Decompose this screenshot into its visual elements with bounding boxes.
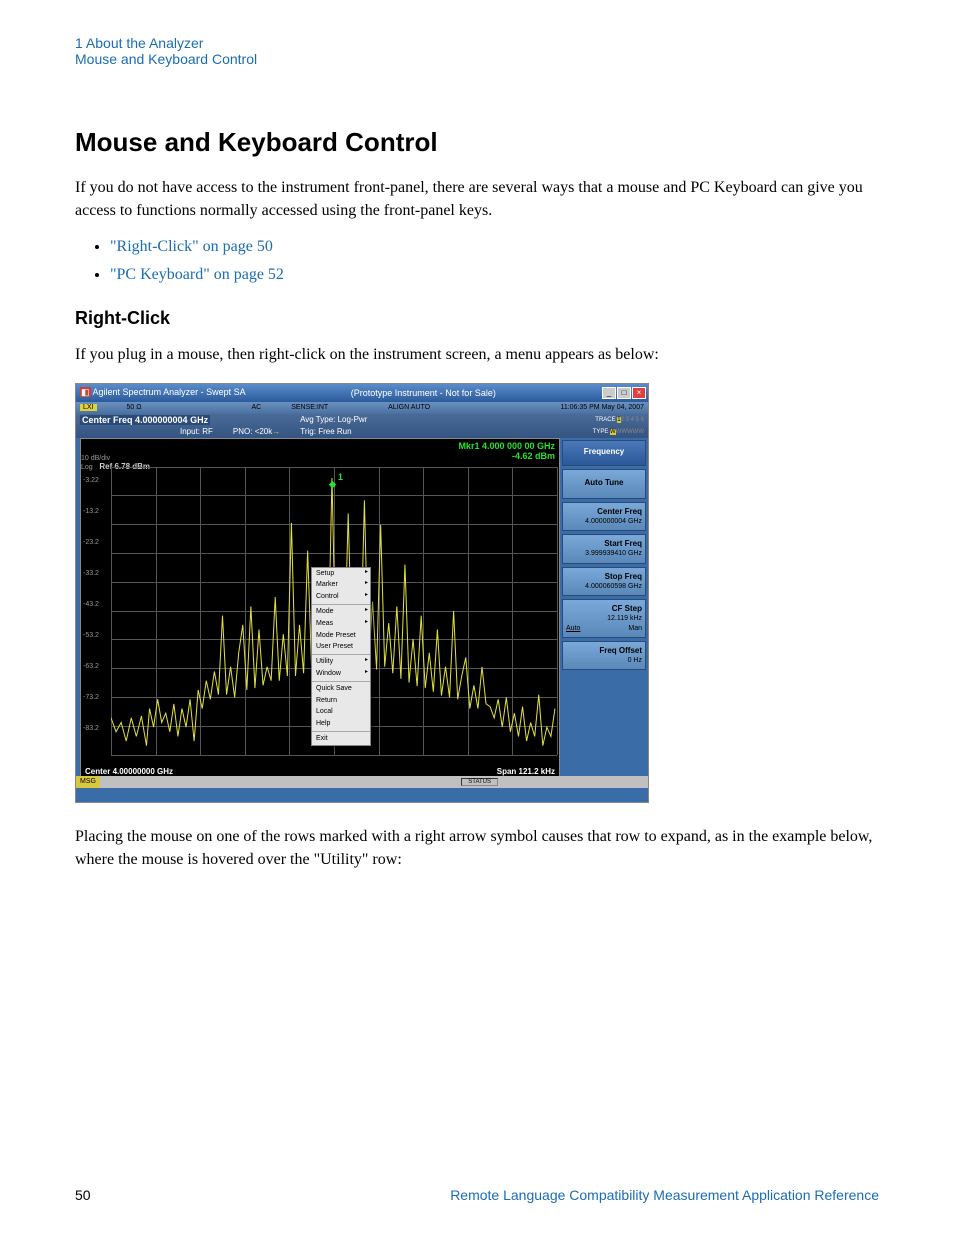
body-paragraph-3: Placing the mouse on one of the rows mar… <box>75 825 879 871</box>
link-right-click[interactable]: "Right-Click" on page 50 <box>110 238 273 255</box>
impedance: 50 Ω <box>127 404 142 411</box>
context-menu-item[interactable]: User Preset <box>312 641 370 653</box>
graph-area[interactable]: Mkr1 4.000 000 00 GHz -4.62 dBm 10 dB/di… <box>80 438 560 788</box>
status-label: STATUS <box>461 778 498 786</box>
main-area: Mkr1 4.000 000 00 GHz -4.62 dBm 10 dB/di… <box>76 438 648 788</box>
softkey-button[interactable]: Center Freq4.000000004 GHz <box>562 502 646 531</box>
y-axis-labels: -3.22-13.2-23.2-33.2-43.2-53.2-63.2-73.2… <box>83 477 99 756</box>
window-title: ◧ Agilent Spectrum Analyzer - Swept SA <box>80 387 246 398</box>
softkey-button[interactable]: Start Freq3.999939410 GHz <box>562 534 646 563</box>
context-menu-item[interactable]: Return <box>312 695 370 707</box>
y-tick-label: -53.2 <box>83 632 99 663</box>
prototype-label: (Prototype Instrument - Not for Sale) <box>351 388 496 398</box>
msg-badge: MSG <box>76 776 100 788</box>
toolbar-row: LXI 50 Ω AC SENSE:INT ALIGN AUTO 11:06:3… <box>76 402 648 414</box>
center-freq-label: Center Freq 4.000000004 GHz <box>80 415 210 425</box>
link-item: "PC Keyboard" on page 52 <box>110 266 879 284</box>
context-menu-item[interactable]: Utility <box>312 656 370 668</box>
analyzer-screenshot: ◧ Agilent Spectrum Analyzer - Swept SA (… <box>75 383 649 803</box>
header-section: Mouse and Keyboard Control <box>75 51 879 67</box>
subsection-title: Right-Click <box>75 308 879 329</box>
lxi-icon: LXI <box>80 404 97 411</box>
intro-paragraph: If you do not have access to the instrum… <box>75 176 879 222</box>
context-menu[interactable]: SetupMarkerControl ModeMeasMode PresetUse… <box>311 567 371 746</box>
page-title: Mouse and Keyboard Control <box>75 127 879 158</box>
context-menu-item[interactable]: Meas <box>312 618 370 630</box>
softkey-title: Frequency <box>562 440 646 466</box>
window-titlebar: ◧ Agilent Spectrum Analyzer - Swept SA (… <box>76 384 648 402</box>
maximize-icon[interactable]: □ <box>617 387 631 399</box>
softkey-button[interactable]: Auto Tune <box>562 469 646 499</box>
context-menu-item[interactable]: Mode Preset <box>312 630 370 642</box>
input-label: Input: RF <box>180 427 213 436</box>
avg-type: Avg Type: Log-Pwr <box>300 415 367 424</box>
context-menu-item[interactable]: Mode <box>312 606 370 618</box>
y-tick-label: -33.2 <box>83 570 99 601</box>
minimize-icon[interactable]: _ <box>602 387 616 399</box>
softkey-button[interactable]: Freq Offset0 Hz <box>562 641 646 670</box>
context-menu-item[interactable]: Setup <box>312 568 370 580</box>
trace-label: TRACE 12 3 4 5 6 <box>595 417 644 423</box>
links-list: "Right-Click" on page 50 "PC Keyboard" o… <box>110 238 879 284</box>
y-tick-label: -73.2 <box>83 694 99 725</box>
sense-label: SENSE:INT <box>291 404 328 411</box>
y-tick-label: -83.2 <box>83 725 99 756</box>
page-footer: 50 Remote Language Compatibility Measure… <box>75 1187 879 1203</box>
body-paragraph: If you plug in a mouse, then right-click… <box>75 343 879 366</box>
link-item: "Right-Click" on page 50 <box>110 238 879 256</box>
marker-diamond: ◆1 <box>329 479 341 490</box>
doc-title: Remote Language Compatibility Measuremen… <box>450 1187 879 1203</box>
context-menu-item[interactable]: Quick Save <box>312 683 370 695</box>
header-chapter: 1 About the Analyzer <box>75 35 879 51</box>
bottom-span: Span 121.2 kHz <box>497 767 555 776</box>
context-menu-item[interactable]: Help <box>312 718 370 730</box>
context-menu-item[interactable]: Marker <box>312 579 370 591</box>
softkey-panel: Frequency Auto Tune Center Freq4.000000004… <box>562 438 646 788</box>
page-number: 50 <box>75 1187 91 1203</box>
y-tick-label: -63.2 <box>83 663 99 694</box>
context-menu-item[interactable]: Window <box>312 668 370 680</box>
pno-label: PNO: <20k <box>233 427 272 436</box>
y-tick-label: -3.22 <box>83 477 99 508</box>
y-tick-label: -23.2 <box>83 539 99 570</box>
close-icon[interactable]: × <box>632 387 646 399</box>
context-menu-item[interactable]: Exit <box>312 733 370 745</box>
trig-label: Trig: Free Run <box>300 427 351 436</box>
timestamp: 11:06:35 PM May 04, 2007 <box>560 404 644 411</box>
align-label: ALIGN AUTO <box>388 404 430 411</box>
softkey-button[interactable]: CF Step12.119 kHzAutoMan <box>562 599 646 638</box>
window-buttons: _□× <box>601 387 646 399</box>
y-tick-label: -13.2 <box>83 508 99 539</box>
y-tick-label: -43.2 <box>83 601 99 632</box>
marker-readout: Mkr1 4.000 000 00 GHz -4.62 dBm <box>458 441 555 461</box>
bottom-center-freq: Center 4.00000000 GHz <box>85 767 173 776</box>
context-menu-item[interactable]: Control <box>312 591 370 603</box>
type-label: TYPE WWWWWW <box>593 429 644 435</box>
context-menu-item[interactable]: Local <box>312 706 370 718</box>
ac-label: AC <box>251 404 261 411</box>
status-bar: MSG STATUS <box>76 776 648 788</box>
link-pc-keyboard[interactable]: "PC Keyboard" on page 52 <box>110 266 284 283</box>
softkey-button[interactable]: Stop Freq4.000060598 GHz <box>562 567 646 596</box>
